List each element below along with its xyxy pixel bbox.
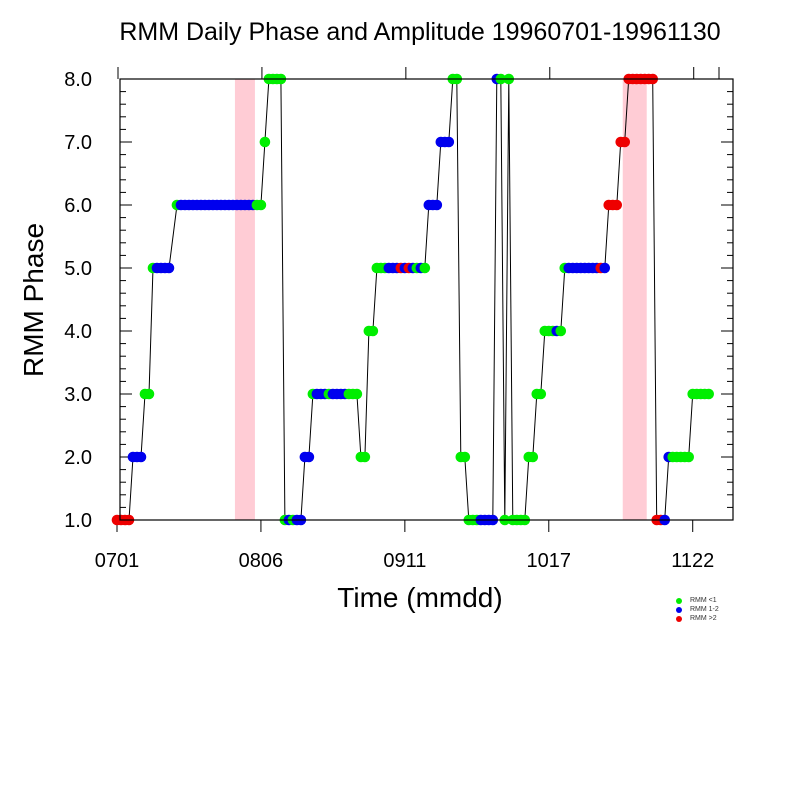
data-point-lt1 <box>359 451 371 463</box>
y-tick-label: 2.0 <box>64 447 92 469</box>
x-axis-label: Time (mmdd) <box>337 582 503 613</box>
data-point-gt2 <box>619 136 631 148</box>
data-point-lt1 <box>555 325 567 337</box>
legend-item-m12: RMM 1-2 <box>676 605 719 614</box>
legend-swatch-gt2 <box>676 615 682 622</box>
plot-frame <box>119 78 734 521</box>
data-point-lt1 <box>535 388 547 400</box>
y-tick-label: 6.0 <box>64 195 92 217</box>
x-tick-label: 0806 <box>239 550 284 572</box>
legend-item-gt2: RMM >2 <box>676 614 719 623</box>
x-tick-label: 1122 <box>671 550 714 572</box>
y-tick-label: 4.0 <box>64 321 92 343</box>
data-point-lt1 <box>143 388 155 400</box>
legend-swatch-m12 <box>676 606 682 613</box>
legend-item-lt1: RMM <1 <box>676 596 719 605</box>
data-point-lt1 <box>259 136 271 148</box>
x-tick-label: 0911 <box>383 550 426 572</box>
data-point-lt1 <box>419 262 431 274</box>
y-tick-label: 7.0 <box>64 132 92 154</box>
x-tick-label: 0701 <box>95 550 140 572</box>
data-point-m12 <box>163 262 175 274</box>
legend-swatch-lt1 <box>676 597 682 604</box>
legend-label-lt1: RMM <1 <box>690 597 717 604</box>
shaded-period-0 <box>234 79 255 520</box>
data-point-m12 <box>135 451 147 463</box>
legend: RMM <1 RMM 1-2 RMM >2 <box>676 596 719 623</box>
chart-title: RMM Daily Phase and Amplitude 19960701-1… <box>119 18 721 46</box>
y-tick-label: 3.0 <box>64 384 92 406</box>
data-point-m12 <box>443 136 455 148</box>
y-tick-label: 5.0 <box>64 258 92 280</box>
data-point-gt2 <box>611 199 623 211</box>
data-point-m12 <box>599 262 611 274</box>
data-point-lt1 <box>459 451 471 463</box>
data-point-lt1 <box>367 325 379 337</box>
shaded-period-1 <box>622 79 647 520</box>
legend-label-m12: RMM 1-2 <box>690 606 719 613</box>
y-axis-label: RMM Phase <box>18 222 49 378</box>
data-point-lt1 <box>351 388 363 400</box>
data-point-lt1 <box>683 451 695 463</box>
y-tick-label: 1.0 <box>64 510 92 532</box>
data-point-lt1 <box>703 388 715 400</box>
data-point-m12 <box>431 199 443 211</box>
data-point-lt1 <box>255 199 267 211</box>
data-point-lt1 <box>527 451 539 463</box>
x-tick-label: 1017 <box>527 550 572 572</box>
y-tick-label: 8.0 <box>64 69 92 91</box>
data-point-m12 <box>303 451 315 463</box>
legend-label-gt2: RMM >2 <box>690 615 717 622</box>
